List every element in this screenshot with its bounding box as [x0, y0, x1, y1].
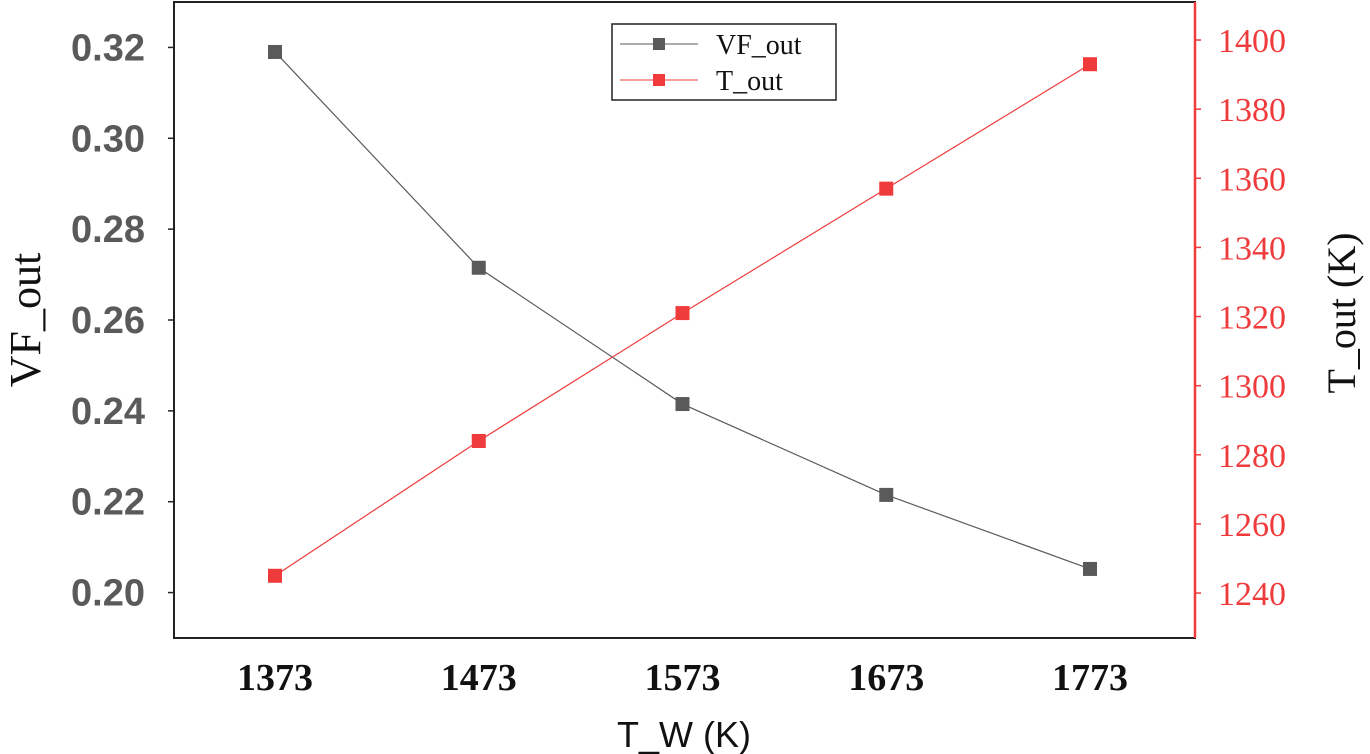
data-point-vf-out [879, 487, 894, 502]
left-tick-label: 0.28 [71, 209, 145, 251]
right-tick-label: 1260 [1218, 507, 1286, 544]
series-layer [268, 44, 1097, 583]
right-tick-label: 1240 [1218, 576, 1286, 613]
left-tick-label: 0.24 [71, 391, 145, 433]
bottom-tick-label: 1673 [848, 657, 924, 699]
data-point-vf-out [268, 44, 282, 59]
right-axis-ticks: 1240 1260 1280 1300 1320 1340 1360 1380 1400 [1195, 23, 1286, 613]
right-tick-label: 1280 [1218, 438, 1286, 475]
right-tick-label: 1380 [1218, 92, 1286, 129]
right-tick-label: 1320 [1218, 300, 1286, 337]
left-axis-ticks: 0.20 0.22 0.24 0.26 0.28 0.30 0.32 [71, 27, 174, 615]
legend: VF_out T_out [611, 23, 837, 101]
data-point-t-out [879, 181, 894, 196]
data-point-vf-out [471, 260, 486, 275]
left-tick-label: 0.30 [71, 118, 145, 160]
legend-marker-vf-out [653, 38, 665, 50]
left-tick-label: 0.26 [71, 300, 145, 342]
bottom-tick-label: 1473 [441, 657, 517, 699]
bottom-tick-label: 1773 [1052, 657, 1128, 699]
left-tick-label: 0.32 [71, 27, 145, 69]
legend-marker-t-out [653, 74, 665, 86]
bottom-tick-label: 1373 [237, 657, 313, 699]
data-point-vf-out [675, 397, 690, 412]
data-point-t-out [268, 568, 282, 583]
left-tick-label: 0.20 [71, 573, 145, 615]
data-point-vf-out [1083, 561, 1097, 576]
data-point-t-out [471, 433, 486, 448]
left-tick-label: 0.22 [71, 482, 145, 524]
bottom-axis-ticks: 1373 1473 1573 1673 1773 [237, 657, 1128, 699]
right-tick-label: 1400 [1218, 23, 1286, 60]
bottom-tick-label: 1573 [645, 657, 721, 699]
data-point-t-out [675, 306, 690, 321]
left-axis-title: VF_out [1, 253, 50, 387]
right-tick-label: 1360 [1218, 161, 1286, 198]
bottom-axis-title: T_W (K) [617, 714, 751, 754]
right-axis-title: T_out (K) [1319, 232, 1364, 393]
data-point-t-out [1083, 57, 1097, 72]
right-tick-label: 1300 [1218, 369, 1286, 406]
right-tick-label: 1340 [1218, 230, 1286, 267]
legend-label-t-out: T_out [716, 66, 783, 97]
legend-label-vf-out: VF_out [716, 30, 802, 61]
legend-box [611, 23, 837, 101]
